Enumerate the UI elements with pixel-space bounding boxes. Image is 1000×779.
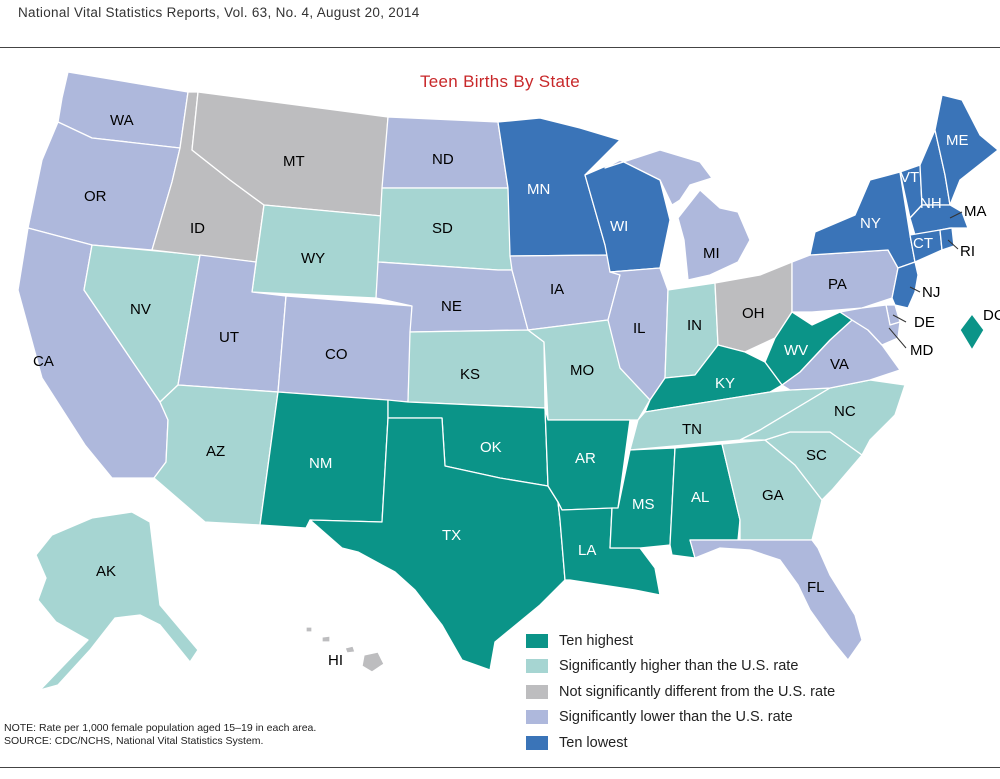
legend-swatch [526,710,548,725]
label-NM: NM [309,455,332,472]
state-MD[interactable] [839,304,901,346]
legend-label: Not significantly different from the U.S… [559,683,836,700]
label-TN: TN [682,421,702,438]
leader-line-MA [949,211,963,219]
label-MT: MT [283,153,305,170]
legend-item-lower: Significantly lower than the U.S. rate [526,705,835,731]
state-HI[interactable] [305,626,385,673]
legend-item-ten-lowest: Ten lowest [526,730,835,756]
report-header: National Vital Statistics Reports, Vol. … [18,5,420,20]
label-MI: MI [703,245,720,262]
state-IA[interactable] [509,254,621,331]
state-MI[interactable] [604,149,751,281]
label-NE: NE [441,298,462,315]
label-VA: VA [830,356,849,373]
legend-swatch [526,684,548,699]
state-LA[interactable] [557,501,661,596]
label-WV: WV [784,342,808,359]
legend-label: Significantly lower than the U.S. rate [559,709,793,726]
label-NJ: NJ [922,284,940,301]
legend-item-not-different: Not significantly different from the U.S… [526,679,835,705]
label-CT: CT [913,235,933,252]
label-WY: WY [301,250,325,267]
label-DE: DE [914,314,935,331]
header-rule [0,47,1000,48]
label-CA: CA [33,353,54,370]
label-NC: NC [834,403,856,420]
label-IL: IL [633,320,646,337]
label-IA: IA [550,281,564,298]
leader-line-NJ [909,286,921,293]
label-VT: VT [900,169,919,186]
label-SD: SD [432,220,453,237]
label-AL: AL [691,489,709,506]
map-title: Teen Births By State [419,72,581,91]
label-HI: HI [328,652,343,669]
label-MN: MN [527,181,550,198]
legend-item-ten-highest: Ten highest [526,628,835,654]
legend-swatch [526,659,548,674]
state-KS[interactable] [407,329,546,409]
legend-item-higher: Significantly higher than the U.S. rate [526,654,835,680]
label-NH: NH [920,195,942,212]
footnote: NOTE: Rate per 1,000 female population a… [4,722,316,748]
label-ME: ME [946,132,969,149]
label-AR: AR [575,450,596,467]
label-NY: NY [860,215,881,232]
label-SC: SC [806,447,827,464]
note-text: NOTE: Rate per 1,000 female population a… [4,722,317,734]
state-labels: WA OR CA NV ID MT WY UT AZ CO NM ND SD N… [33,112,1000,669]
label-RI: RI [960,243,975,260]
source-text: SOURCE: CDC/NCHS, National Vital Statist… [4,735,264,747]
label-LA: LA [578,542,596,559]
label-WA: WA [110,112,134,129]
state-NC[interactable] [739,379,906,456]
label-OR: OR [84,188,107,205]
label-MO: MO [570,362,594,379]
label-CO: CO [325,346,348,363]
label-OK: OK [480,439,502,456]
label-AZ: AZ [206,443,225,460]
label-NV: NV [130,301,151,318]
legend-swatch [526,633,548,648]
label-MS: MS [632,496,655,513]
leader-line-DE [892,314,907,323]
state-ME[interactable] [934,94,999,206]
label-KY: KY [715,375,735,392]
label-ND: ND [432,151,454,168]
state-NJ[interactable] [891,261,919,309]
legend-label: Significantly higher than the U.S. rate [559,658,799,675]
state-FL[interactable] [689,539,863,661]
legend: Ten highest Significantly higher than th… [526,628,835,756]
label-GA: GA [762,487,784,504]
label-KS: KS [460,366,480,383]
leader-lines [888,211,963,349]
legend-label: Ten highest [559,632,634,649]
label-ID: ID [190,220,205,237]
label-WI: WI [610,218,628,235]
label-UT: UT [219,329,239,346]
label-FL: FL [807,579,825,596]
label-PA: PA [828,276,847,293]
label-MD: MD [910,342,933,359]
label-DC: DC [983,307,1000,324]
legend-label: Ten lowest [559,734,628,751]
label-TX: TX [442,527,461,544]
state-NY[interactable] [809,171,916,269]
label-OH: OH [742,305,765,322]
state-RI[interactable] [939,227,955,251]
label-MA: MA [964,203,987,220]
state-DC[interactable] [959,313,985,351]
leader-line-MD [888,327,907,349]
legend-swatch [526,735,548,750]
state-AK[interactable] [35,511,199,691]
label-IN: IN [687,317,702,334]
label-AK: AK [96,563,116,580]
leader-line-RI [947,239,959,250]
footer-rule [0,767,1000,768]
